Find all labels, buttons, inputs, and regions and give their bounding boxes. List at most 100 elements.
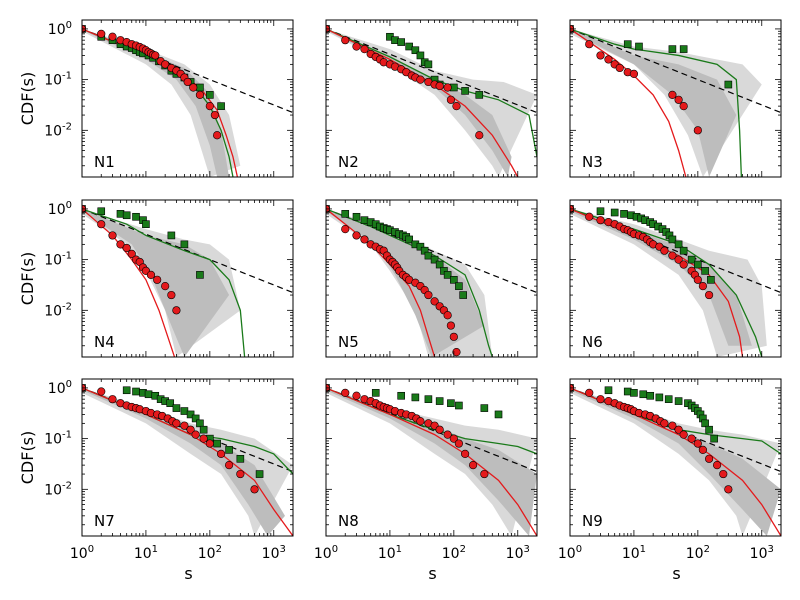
y-axis-label: CDF(s): [18, 252, 37, 306]
confidence-band-outer: [82, 387, 293, 536]
reference-dashed-line: [570, 208, 781, 294]
green-square-point: [405, 235, 413, 244]
green-square-point: [674, 397, 683, 405]
red-circle-point: [629, 69, 639, 78]
reference-dashed-line: [82, 28, 293, 114]
green-square-point: [199, 425, 208, 434]
red-circle-point: [724, 485, 733, 494]
axes-frame: [569, 199, 782, 358]
green-square-point: [447, 399, 455, 407]
panel-n5: N5: [325, 199, 538, 358]
green-square-point: [196, 419, 204, 428]
red-circle-point: [224, 461, 234, 470]
green-square-point: [630, 389, 638, 397]
green-square-point: [180, 240, 189, 249]
green-square-point: [679, 45, 688, 53]
axes-frame: [569, 19, 782, 178]
x-tick-label: 101: [378, 544, 402, 562]
red-circle-point: [186, 425, 195, 434]
y-tick-label: 10-1: [44, 71, 72, 89]
green-square-point: [610, 208, 619, 217]
green-square-point: [455, 401, 463, 410]
red-circle-point: [674, 425, 683, 434]
green-square-point: [132, 212, 140, 221]
red-circle-point: [183, 77, 192, 87]
red-circle-point: [660, 419, 669, 428]
green-square-point: [604, 386, 613, 395]
green-model-curve: [570, 28, 743, 177]
red-circle-point: [180, 421, 189, 430]
panel-n3: N3: [569, 19, 782, 178]
y-tick-label: 10-1: [44, 430, 72, 448]
red-circle-point: [430, 297, 439, 306]
red-circle-point: [189, 83, 198, 92]
plot-area: [82, 24, 293, 177]
green-square-point: [443, 271, 452, 279]
green-square-point: [132, 387, 140, 396]
y-tick-label: 10-2: [44, 480, 72, 498]
x-tick-label: 101: [134, 544, 158, 562]
plot-area: [326, 383, 537, 536]
green-square-point: [620, 210, 628, 218]
red-circle-point: [205, 102, 214, 111]
red-circle-point: [191, 430, 200, 439]
red-circle-point: [674, 95, 683, 104]
axis-ticks: [325, 379, 538, 536]
x-axis-label: s: [428, 564, 436, 583]
green-square-point: [172, 404, 181, 412]
red-circle-point: [108, 231, 117, 240]
green-square-point: [341, 210, 350, 218]
red-circle-point: [116, 240, 125, 249]
confidence-band-inner: [570, 387, 781, 536]
red-circle-point: [698, 282, 708, 291]
red-circle-point: [97, 29, 106, 38]
x-tick-label: 103: [262, 544, 286, 562]
reference-dashed-line: [326, 28, 537, 114]
green-model-curve: [82, 208, 246, 357]
green-square-point: [206, 91, 214, 99]
panel-label: N5: [338, 333, 359, 351]
red-circle-point: [416, 75, 425, 84]
axis-ticks: [81, 200, 294, 357]
red-circle-point: [161, 282, 170, 291]
panel-label: N7: [94, 512, 115, 530]
x-axis-label: s: [184, 564, 192, 583]
panel-n9: 100 101 102 103 s N9: [558, 378, 782, 583]
red-circle-point: [341, 388, 350, 397]
red-circle-point: [205, 439, 214, 448]
red-circle-point: [446, 321, 456, 330]
green-square-point: [724, 80, 733, 89]
panel-label: N4: [94, 333, 115, 351]
green-square-point: [710, 434, 718, 443]
green-square-point: [596, 207, 605, 216]
green-square-point: [623, 40, 632, 48]
green-square-point: [646, 391, 655, 400]
confidence-band-inner: [326, 208, 485, 357]
axes-frame: [81, 19, 294, 178]
red-circle-point: [172, 306, 181, 315]
red-circle-point: [236, 469, 245, 479]
green-square-point: [416, 242, 425, 251]
green-square-point: [674, 240, 683, 249]
green-square-point: [397, 391, 405, 400]
panel-n6: N6: [569, 199, 782, 358]
red-circle-point: [679, 430, 688, 439]
red-circle-point: [108, 32, 117, 41]
green-square-point: [217, 102, 225, 110]
red-circle-point: [352, 42, 361, 51]
red-circle-point: [195, 90, 205, 99]
axes-frame: [325, 199, 538, 358]
red-circle-point: [480, 469, 489, 479]
red-circle-point: [615, 63, 624, 73]
x-tick-label: 100: [558, 544, 582, 562]
red-circle-point: [161, 60, 170, 69]
axis-ticks: [569, 200, 782, 357]
confidence-band-inner: [326, 387, 537, 536]
green-square-point: [655, 393, 664, 402]
axes-frame: [81, 378, 294, 537]
red-circle-point: [704, 290, 714, 300]
red-circle-point: [97, 387, 106, 396]
red-circle-point: [122, 243, 131, 253]
x-tick-label: 102: [686, 544, 710, 562]
green-square-point: [701, 419, 709, 428]
